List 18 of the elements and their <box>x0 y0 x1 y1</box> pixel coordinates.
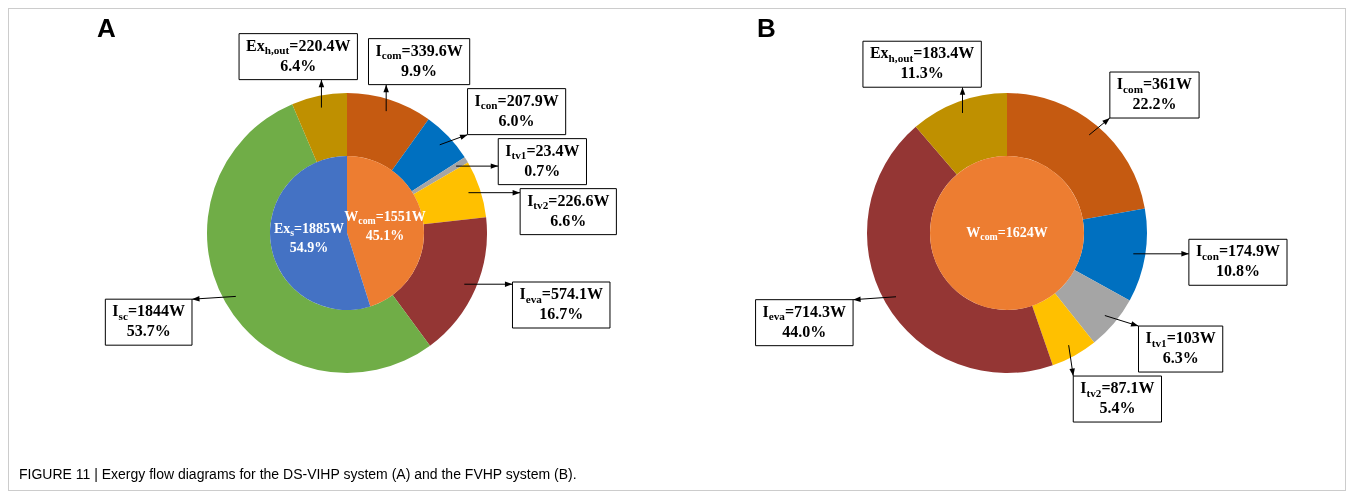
data-label: 6.6% <box>550 211 587 229</box>
data-label: 45.1% <box>365 228 405 244</box>
chart-title: B <box>757 13 776 44</box>
data-label: 9.9% <box>401 61 438 79</box>
data-label: 6.3% <box>1162 349 1199 367</box>
data-label: 5.4% <box>1099 399 1136 417</box>
data-label: 44.0% <box>782 322 827 340</box>
data-label: 6.0% <box>498 111 535 129</box>
data-label: 6.4% <box>280 56 317 74</box>
chart-title: A <box>97 13 116 44</box>
caption: FIGURE 11 | Exergy flow diagrams for the DS-VIHP system (A) and the FVHP system (B). <box>19 466 577 482</box>
data-label: 11.3% <box>900 64 944 82</box>
data-label: 16.7% <box>539 305 584 323</box>
data-label: 54.9% <box>289 240 329 256</box>
data-label: 10.8% <box>1215 262 1260 280</box>
data-label: 53.7% <box>126 322 171 340</box>
data-label: 22.2% <box>1132 95 1177 113</box>
data-label: 0.7% <box>524 161 561 179</box>
